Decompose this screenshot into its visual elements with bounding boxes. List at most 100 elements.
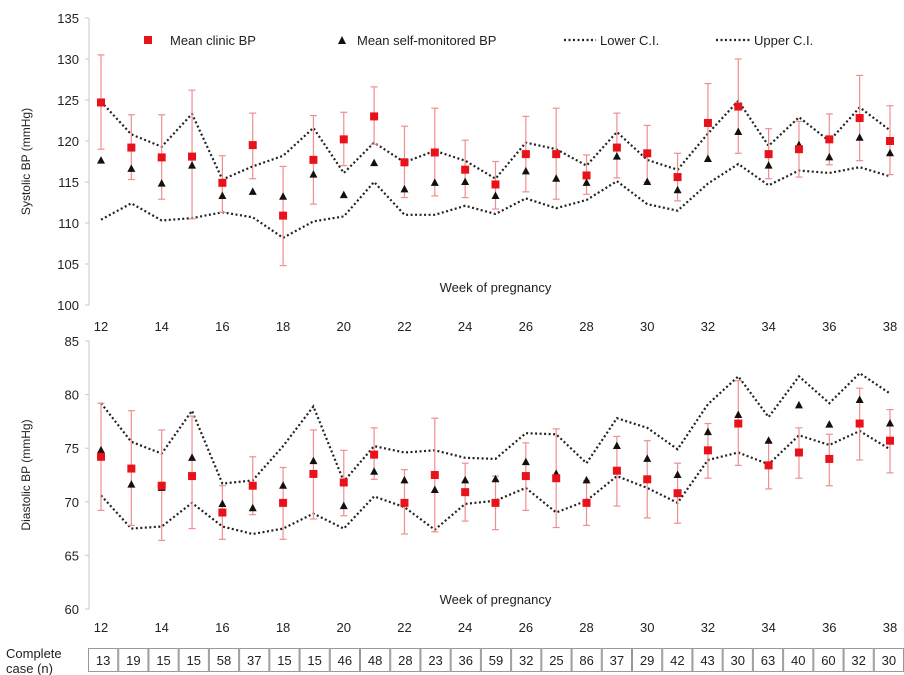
systolic-self-monitored-point bbox=[97, 156, 105, 164]
systolic-x-tick-label: 16 bbox=[215, 319, 229, 334]
table-cell-value: 29 bbox=[640, 653, 654, 668]
systolic-clinic-point bbox=[157, 153, 166, 162]
table-cell-value: 30 bbox=[731, 653, 745, 668]
diastolic-self-monitored-point bbox=[825, 420, 834, 428]
diastolic-x-tick-label: 22 bbox=[397, 620, 411, 635]
table-cell-value: 15 bbox=[307, 653, 321, 668]
systolic-clinic-point bbox=[127, 143, 136, 152]
diastolic-clinic-point bbox=[552, 474, 561, 483]
diastolic-self-monitored-point bbox=[612, 441, 621, 450]
diastolic-self-monitored-point bbox=[703, 427, 712, 436]
systolic-self-monitored-point bbox=[825, 152, 834, 161]
systolic-self-monitored-point bbox=[248, 187, 257, 195]
table-cell bbox=[88, 648, 119, 672]
table-cell-value: 36 bbox=[459, 653, 473, 668]
systolic-y-tick-label: 100 bbox=[57, 298, 79, 313]
diastolic-x-tick-label: 34 bbox=[761, 620, 775, 635]
diastolic-clinic-point bbox=[612, 466, 621, 475]
diastolic-clinic-point bbox=[400, 498, 409, 507]
table-cell-value: 15 bbox=[156, 653, 170, 668]
table-cell-value: 32 bbox=[851, 653, 865, 668]
diastolic-x-axis-label: Week of pregnancy bbox=[440, 592, 552, 607]
systolic-clinic-point bbox=[188, 152, 197, 161]
systolic-self-monitored-point bbox=[309, 170, 318, 178]
table-cell-value: 46 bbox=[338, 653, 352, 668]
diastolic-x-tick-label: 30 bbox=[640, 620, 654, 635]
systolic-self-monitored-point bbox=[157, 179, 166, 187]
table-cell bbox=[239, 648, 270, 672]
systolic-x-axis-label: Week of pregnancy bbox=[440, 280, 552, 295]
diastolic-self-monitored-point bbox=[582, 475, 591, 484]
diastolic-clinic-point bbox=[309, 469, 318, 478]
diastolic-clinic-point bbox=[521, 472, 530, 481]
systolic-self-monitored-point bbox=[552, 174, 561, 182]
diastolic-clinic-point bbox=[855, 419, 864, 428]
table-cell-value: 37 bbox=[247, 653, 261, 668]
diastolic-clinic-point bbox=[218, 508, 227, 517]
systolic-clinic-point bbox=[97, 98, 105, 107]
diastolic-x-tick-label: 26 bbox=[519, 620, 533, 635]
systolic-self-monitored-point bbox=[521, 166, 530, 175]
table-cell bbox=[208, 648, 240, 672]
diastolic-x-tick-label: 28 bbox=[579, 620, 593, 635]
diastolic-y-tick-label: 75 bbox=[65, 441, 79, 456]
systolic-x-tick-label: 32 bbox=[701, 319, 715, 334]
systolic-x-tick-label: 22 bbox=[397, 319, 411, 334]
diastolic-self-monitored-point bbox=[673, 470, 682, 478]
systolic-x-tick-label: 26 bbox=[519, 319, 533, 334]
table-cell bbox=[178, 648, 209, 672]
table-cell bbox=[269, 648, 300, 672]
diastolic-x-tick-label: 24 bbox=[458, 620, 472, 635]
systolic-y-tick-label: 125 bbox=[57, 93, 79, 108]
table-cell bbox=[299, 648, 330, 672]
systolic-clinic-point bbox=[886, 137, 894, 145]
diastolic-self-monitored-point bbox=[643, 454, 652, 462]
table-label-line1: Complete bbox=[6, 646, 62, 661]
diastolic-self-monitored-point bbox=[491, 474, 500, 483]
legend-self-label: Mean self-monitored BP bbox=[357, 33, 496, 48]
table-cell bbox=[843, 648, 874, 672]
systolic-self-monitored-point bbox=[673, 185, 682, 194]
systolic-clinic-point bbox=[248, 141, 257, 150]
diastolic-self-monitored-point bbox=[127, 480, 136, 488]
systolic-y-tick-label: 115 bbox=[58, 175, 79, 190]
legend-clinic-label: Mean clinic BP bbox=[170, 33, 256, 48]
table-cell-value: 42 bbox=[670, 653, 684, 668]
systolic-self-monitored-point bbox=[612, 152, 621, 160]
systolic-clinic-point bbox=[734, 102, 743, 111]
systolic-self-monitored-point bbox=[582, 178, 591, 186]
diastolic-y-tick-label: 70 bbox=[65, 495, 79, 510]
systolic-clinic-point bbox=[279, 211, 288, 220]
table-cell bbox=[722, 648, 753, 672]
diastolic-self-monitored-point bbox=[764, 436, 773, 444]
table-cell-value: 23 bbox=[428, 653, 442, 668]
diastolic-self-monitored-point bbox=[339, 501, 348, 510]
table-cell-value: 43 bbox=[700, 653, 714, 668]
systolic-self-monitored-point bbox=[218, 191, 227, 199]
table-cell-value: 86 bbox=[579, 653, 593, 668]
diastolic-self-monitored-point bbox=[218, 499, 227, 507]
systolic-x-tick-label: 12 bbox=[94, 319, 108, 334]
table-cell-value: 32 bbox=[519, 653, 533, 668]
diastolic-x-tick-label: 36 bbox=[822, 620, 836, 635]
table-cell bbox=[511, 648, 542, 672]
systolic-x-tick-label: 38 bbox=[883, 319, 897, 334]
systolic-clinic-point bbox=[491, 180, 500, 189]
table-label-line2: case (n) bbox=[6, 661, 53, 675]
table-cell bbox=[148, 648, 179, 672]
systolic-x-tick-label: 20 bbox=[337, 319, 351, 334]
diastolic-x-tick-label: 18 bbox=[276, 620, 290, 635]
diastolic-self-monitored-point bbox=[461, 475, 470, 484]
systolic-clinic-point bbox=[825, 135, 834, 144]
systolic-clinic-point bbox=[521, 150, 530, 159]
table-cell bbox=[329, 648, 360, 672]
systolic-self-monitored-point bbox=[855, 133, 864, 141]
systolic-clinic-point bbox=[703, 118, 712, 127]
systolic-self-monitored-point bbox=[400, 184, 409, 193]
systolic-clinic-point bbox=[673, 173, 682, 182]
diastolic-clinic-point bbox=[248, 481, 257, 490]
systolic-clinic-point bbox=[339, 135, 348, 144]
systolic-x-tick-label: 30 bbox=[640, 319, 654, 334]
diastolic-self-monitored-point bbox=[794, 400, 803, 409]
